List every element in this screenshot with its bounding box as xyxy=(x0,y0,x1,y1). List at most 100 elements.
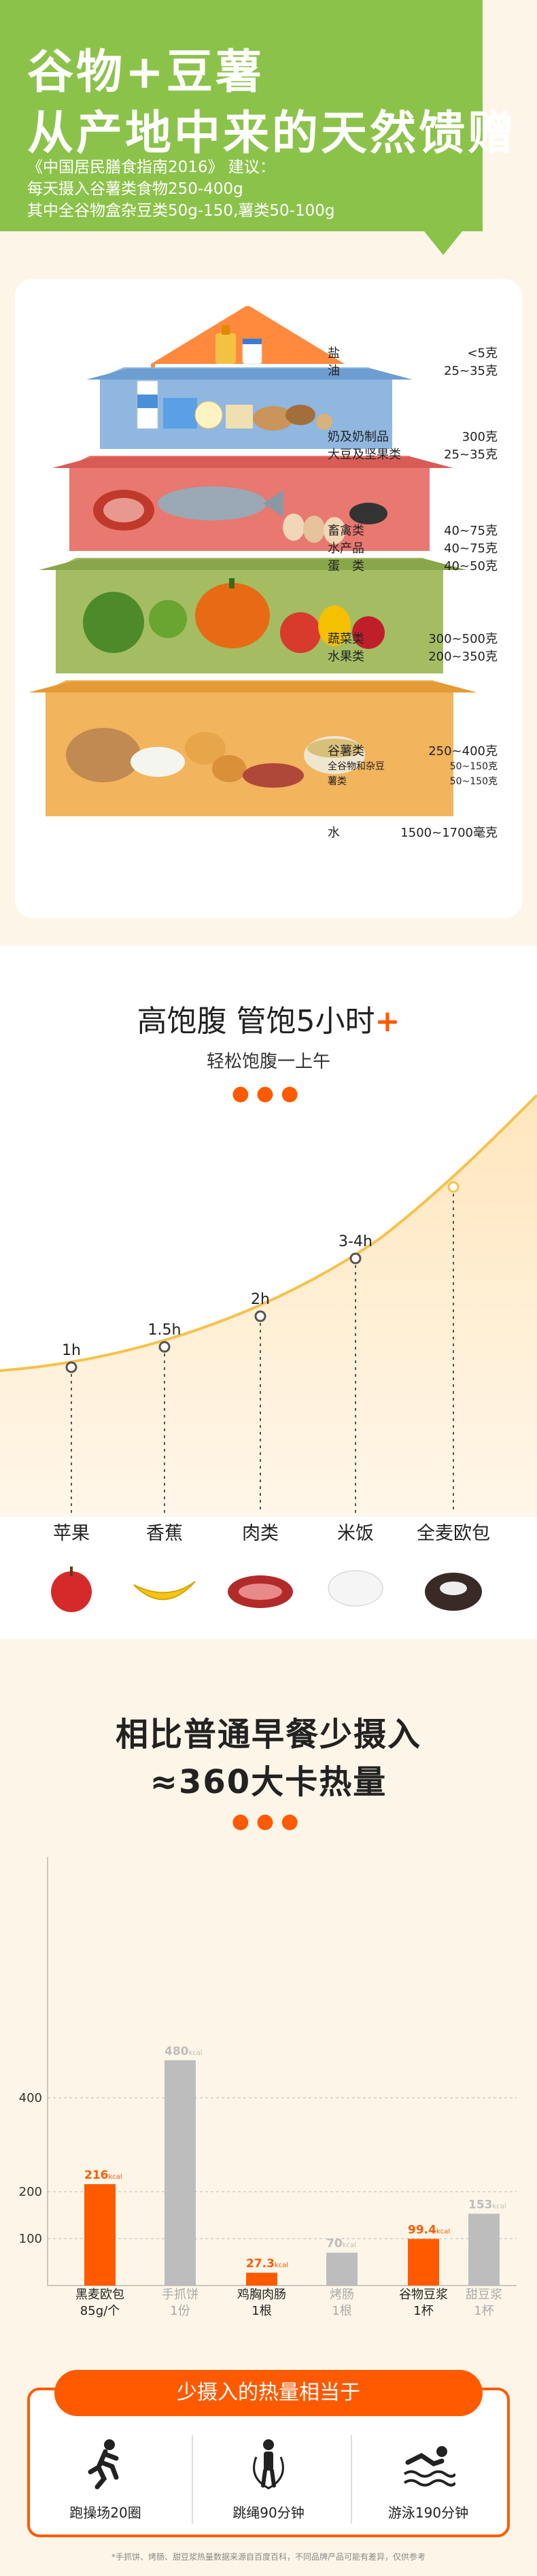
satiety-dots: ●●● xyxy=(231,1082,306,1105)
legend-row: 畜禽类 40~75克 xyxy=(328,521,498,539)
food-pyramid-card: 盐 <5克 油 25~35克 奶及奶制品 300克 大豆及坚果类 25~35克 畜禽类 4… xyxy=(15,279,522,918)
activity-divider xyxy=(192,2435,193,2524)
fruits-icon xyxy=(280,605,385,653)
y-tick-label: 400 xyxy=(19,2091,42,2105)
legend-row: 水果类 200~350克 xyxy=(328,647,498,665)
satiety-hours-label: 1.5h xyxy=(148,1322,181,1339)
legend-row: 谷薯类 250~400克 xyxy=(328,741,498,759)
bar-unit-label: kcal xyxy=(189,2050,203,2057)
food-label-bread: 全麦欧包 xyxy=(417,1523,490,1544)
calories-title-line1: 相比普通早餐少摄入 xyxy=(115,1716,421,1754)
bar-label-line1: 鸡胸肉肠 xyxy=(237,2288,286,2302)
legend-val: 300~500克 xyxy=(428,632,498,646)
bar-category-label: 黑麦欧包 85g/个 xyxy=(69,2287,131,2320)
legend-row: 水产品 40~75克 xyxy=(328,539,498,556)
rice-icon xyxy=(131,747,185,777)
legend-row: 薯类 50~150克 xyxy=(328,774,498,789)
bar-label-line2: 1根 xyxy=(252,2304,272,2318)
legend-val: 250~400克 xyxy=(428,744,498,758)
bar-label-line1: 手抓饼 xyxy=(162,2288,198,2302)
calories-bar-chart: 100 200 400 216kcal 480kcal 27.3kcal 70kcal 99… xyxy=(19,1857,517,2286)
food-label-banana: 香蕉 xyxy=(146,1523,183,1544)
satiety-point xyxy=(447,1181,460,1193)
bar-unit-label: kcal xyxy=(275,2262,288,2269)
bar-label-line2: 1根 xyxy=(332,2304,352,2318)
pyramid-level3-legend: 畜禽类 40~75克 水产品 40~75克 蛋 类 40~50克 xyxy=(328,521,498,574)
legend-cat: 盐 xyxy=(328,346,340,361)
legend-cat: 全谷物和杂豆 xyxy=(328,761,385,772)
pumpkin-icon xyxy=(195,578,270,648)
legend-cat: 水产品 xyxy=(328,541,364,556)
satiety-point xyxy=(254,1310,266,1322)
activity-label-swimming: 游泳190分钟 xyxy=(387,2505,469,2521)
bar xyxy=(246,2273,277,2286)
activity-label-running: 跑操场20圈 xyxy=(69,2505,141,2521)
legend-cat: 油 xyxy=(328,364,340,378)
legend-val: 50~150克 xyxy=(449,776,498,787)
activity-divider xyxy=(351,2435,352,2524)
legend-row: 大豆及坚果类 25~35克 xyxy=(328,445,498,463)
legend-row: 水 1500~1700毫克 xyxy=(328,823,498,841)
food-label-apple: 苹果 xyxy=(53,1523,90,1544)
hero-speech-tail xyxy=(421,228,465,255)
legend-row: 蔬菜类 300~500克 xyxy=(328,629,498,647)
legend-val: 50~150克 xyxy=(449,761,498,772)
satiety-section: 高饱腹 管饱5小时+ 轻松饱腹一上午 ●●● 1h 1.5h 2h 3-4h 苹果 香… xyxy=(0,946,537,1639)
meat-icon xyxy=(93,490,154,531)
hero-desc-line2: 每天摄入谷薯类食物250-400g xyxy=(27,180,243,198)
hero-green-banner xyxy=(0,0,483,231)
potatoes-icon xyxy=(185,732,246,782)
legend-val: 1500~1700毫克 xyxy=(400,826,498,840)
bar-value-label: 70kcal xyxy=(326,2237,356,2251)
food-pyramid-illustration xyxy=(29,306,477,816)
legend-cat: 蛋 类 xyxy=(328,559,364,573)
pyramid-level1-legend: 盐 <5克 油 25~35克 xyxy=(328,344,498,379)
bar-category-label: 谷物豆浆 1杯 xyxy=(393,2287,454,2320)
equivalent-activity-title: 少摄入的热量相当于 xyxy=(54,2370,483,2416)
legend-row: 蛋 类 40~50克 xyxy=(328,556,498,574)
bar-category-label: 手抓饼 1份 xyxy=(150,2287,211,2320)
pyramid-water-legend: 水 1500~1700毫克 xyxy=(328,823,498,841)
bar xyxy=(408,2239,439,2286)
legend-row: 全谷物和杂豆 50~150克 xyxy=(328,759,498,774)
legend-val: <5克 xyxy=(467,346,498,361)
satiety-title: 高饱腹 管饱5小时+ xyxy=(0,997,537,1040)
legend-cat: 水果类 xyxy=(328,650,364,664)
satiety-line xyxy=(0,1094,537,1372)
bread-icon xyxy=(66,728,141,782)
bar xyxy=(164,2060,196,2286)
milk-carton-icon xyxy=(137,380,158,429)
bar-category-label: 甜豆浆 1杯 xyxy=(453,2287,515,2320)
legend-cat: 水 xyxy=(328,826,340,840)
rice-bowl-icon xyxy=(328,1570,383,1607)
legend-row: 盐 <5克 xyxy=(328,344,498,361)
banana-icon xyxy=(133,1581,196,1601)
legend-cat: 奶及奶制品 xyxy=(328,430,389,444)
satiety-title-text: 高饱腹 管饱5小时 xyxy=(137,1004,375,1039)
bar-label-line1: 黑麦欧包 xyxy=(75,2288,124,2302)
legend-val: 40~75克 xyxy=(444,524,498,538)
satiety-hours-label: 1h xyxy=(62,1342,81,1359)
hero-description: 《中国居民膳食指南2016》 建议： 每天摄入谷薯类食物250-400g 其中全… xyxy=(27,156,334,222)
pyramid-level5-legend: 谷薯类 250~400克 全谷物和杂豆 50~150克 薯类 50~150克 xyxy=(328,741,498,789)
satiety-points: 1h 1.5h 2h 3-4h xyxy=(62,1181,460,1513)
chart-grid: 100 200 400 xyxy=(19,1857,517,2286)
legend-row: 奶及奶制品 300克 xyxy=(328,427,498,445)
swimming-icon xyxy=(403,2446,455,2487)
bar-unit-label: kcal xyxy=(109,2173,122,2181)
oil-bottle-icon xyxy=(215,325,236,364)
fish-icon xyxy=(158,486,283,520)
calories-title-line2: ≈360大卡热量 xyxy=(150,1763,387,1801)
y-tick-label: 200 xyxy=(19,2185,42,2199)
bar xyxy=(326,2252,358,2286)
satiety-curve-chart: 1h 1.5h 2h 3-4h xyxy=(0,1094,537,1517)
legend-val: 40~50克 xyxy=(444,559,498,573)
satiety-point xyxy=(349,1252,362,1265)
bar-category-label: 鸡胸肉肠 1根 xyxy=(231,2287,292,2320)
bar-value-label: 480kcal xyxy=(164,2045,203,2058)
hero-title-line2: 从产地中来的天然馈赠 xyxy=(27,107,517,161)
hero-desc-line3: 其中全谷物盒杂豆类50g-150,薯类50-100g xyxy=(27,202,335,220)
bar-value-label: 216kcal xyxy=(84,2169,122,2182)
bar-label-line2: 1杯 xyxy=(413,2304,434,2318)
